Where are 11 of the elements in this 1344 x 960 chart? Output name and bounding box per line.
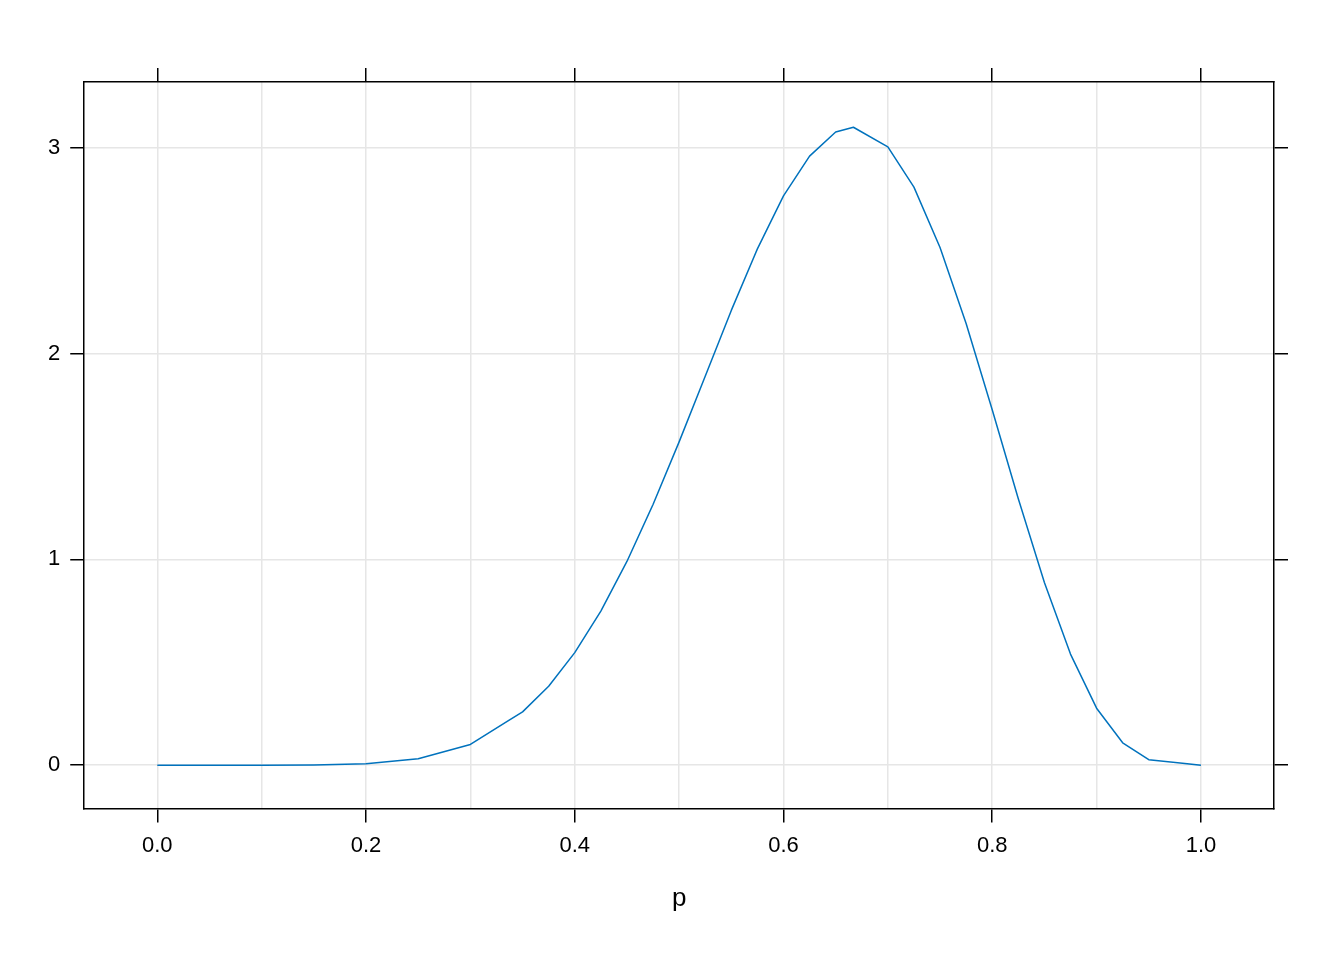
x-tick-label: 0.2	[350, 831, 382, 857]
x-tick-label: 0.8	[976, 831, 1008, 857]
y-tick-label: 3	[47, 133, 61, 159]
y-tick-label: 1	[47, 545, 61, 571]
x-tick-label: 1.0	[1185, 831, 1217, 857]
x-axis-title: p	[671, 881, 687, 912]
y-tick-label: 2	[47, 339, 61, 365]
x-tick-label: 0.0	[141, 831, 173, 857]
y-tick-label: 0	[47, 751, 61, 777]
x-tick-label: 0.6	[768, 831, 799, 857]
x-tick-label: 0.4	[559, 831, 591, 857]
